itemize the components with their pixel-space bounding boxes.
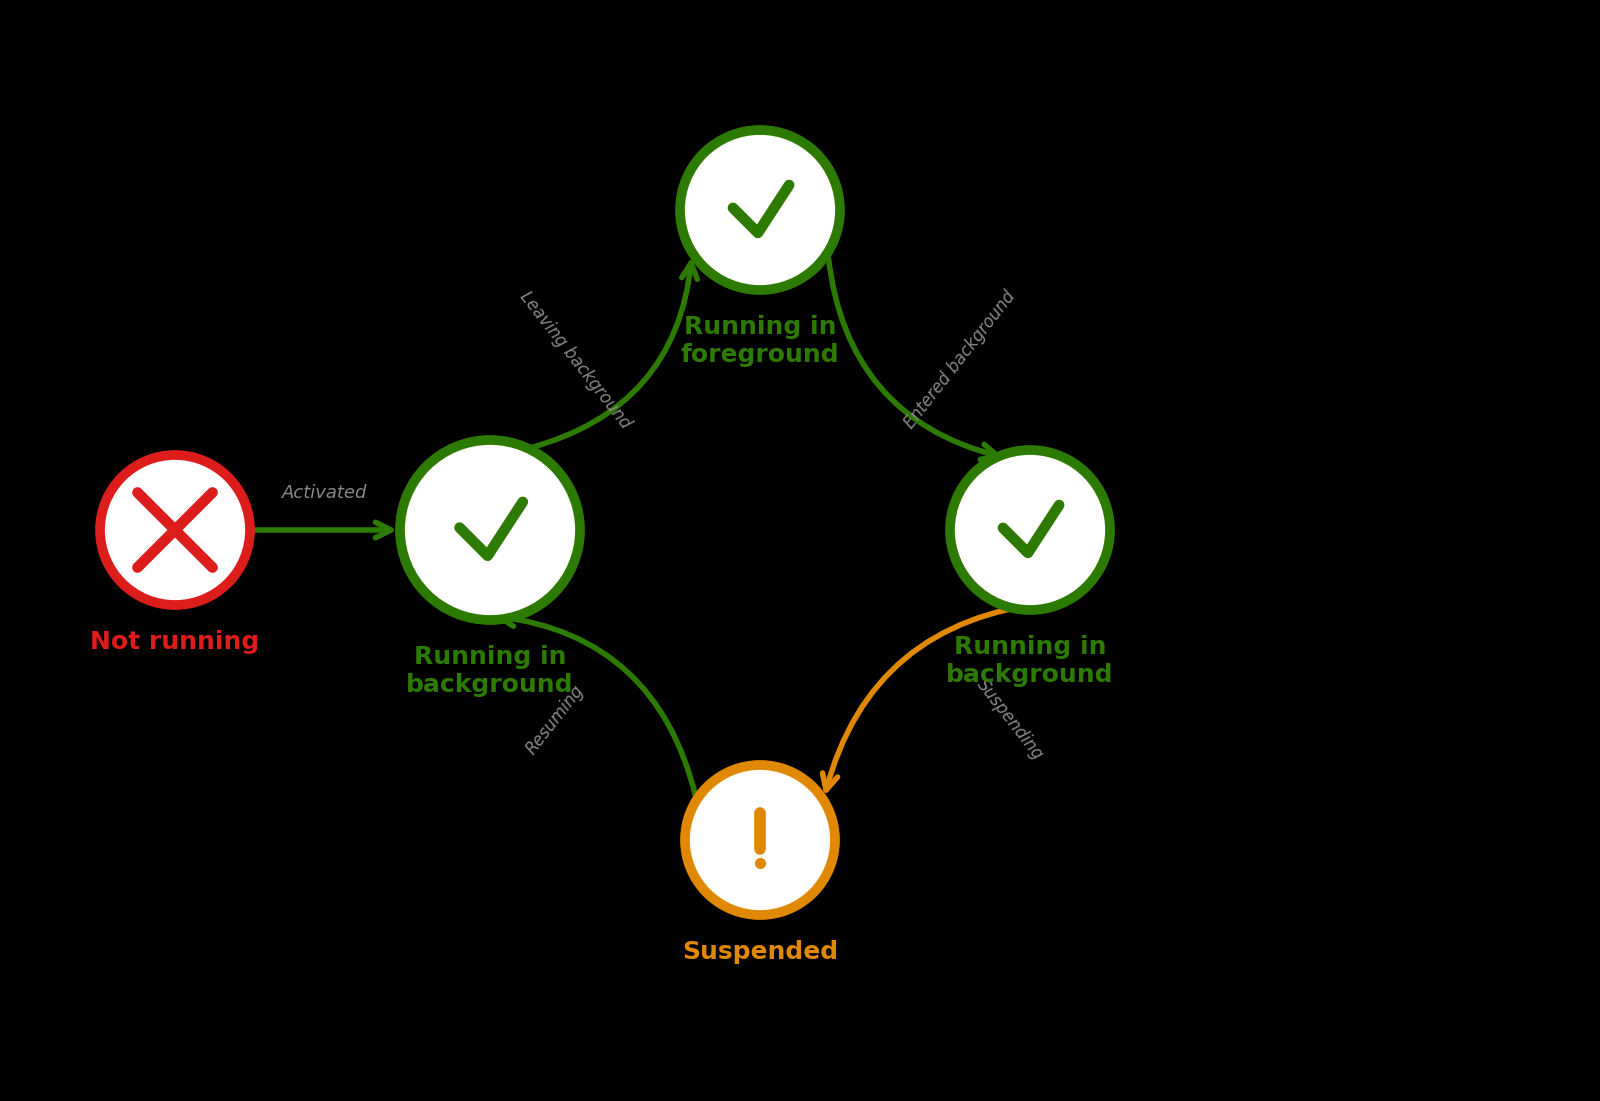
Circle shape [680, 130, 840, 290]
Text: Leaving background: Leaving background [515, 287, 634, 432]
Text: Suspended: Suspended [682, 940, 838, 964]
Text: Entered background: Entered background [901, 287, 1019, 433]
Text: Activated: Activated [282, 484, 368, 502]
Text: Running in
background: Running in background [406, 645, 574, 697]
Text: Running in
background: Running in background [946, 635, 1114, 687]
Text: Running in
foreground: Running in foreground [680, 315, 840, 367]
Circle shape [685, 765, 835, 915]
Circle shape [950, 450, 1110, 610]
Text: Not running: Not running [90, 630, 259, 654]
Text: Resuming: Resuming [523, 682, 587, 759]
Text: Suspending: Suspending [973, 676, 1046, 764]
Circle shape [400, 440, 579, 620]
Circle shape [99, 455, 250, 606]
